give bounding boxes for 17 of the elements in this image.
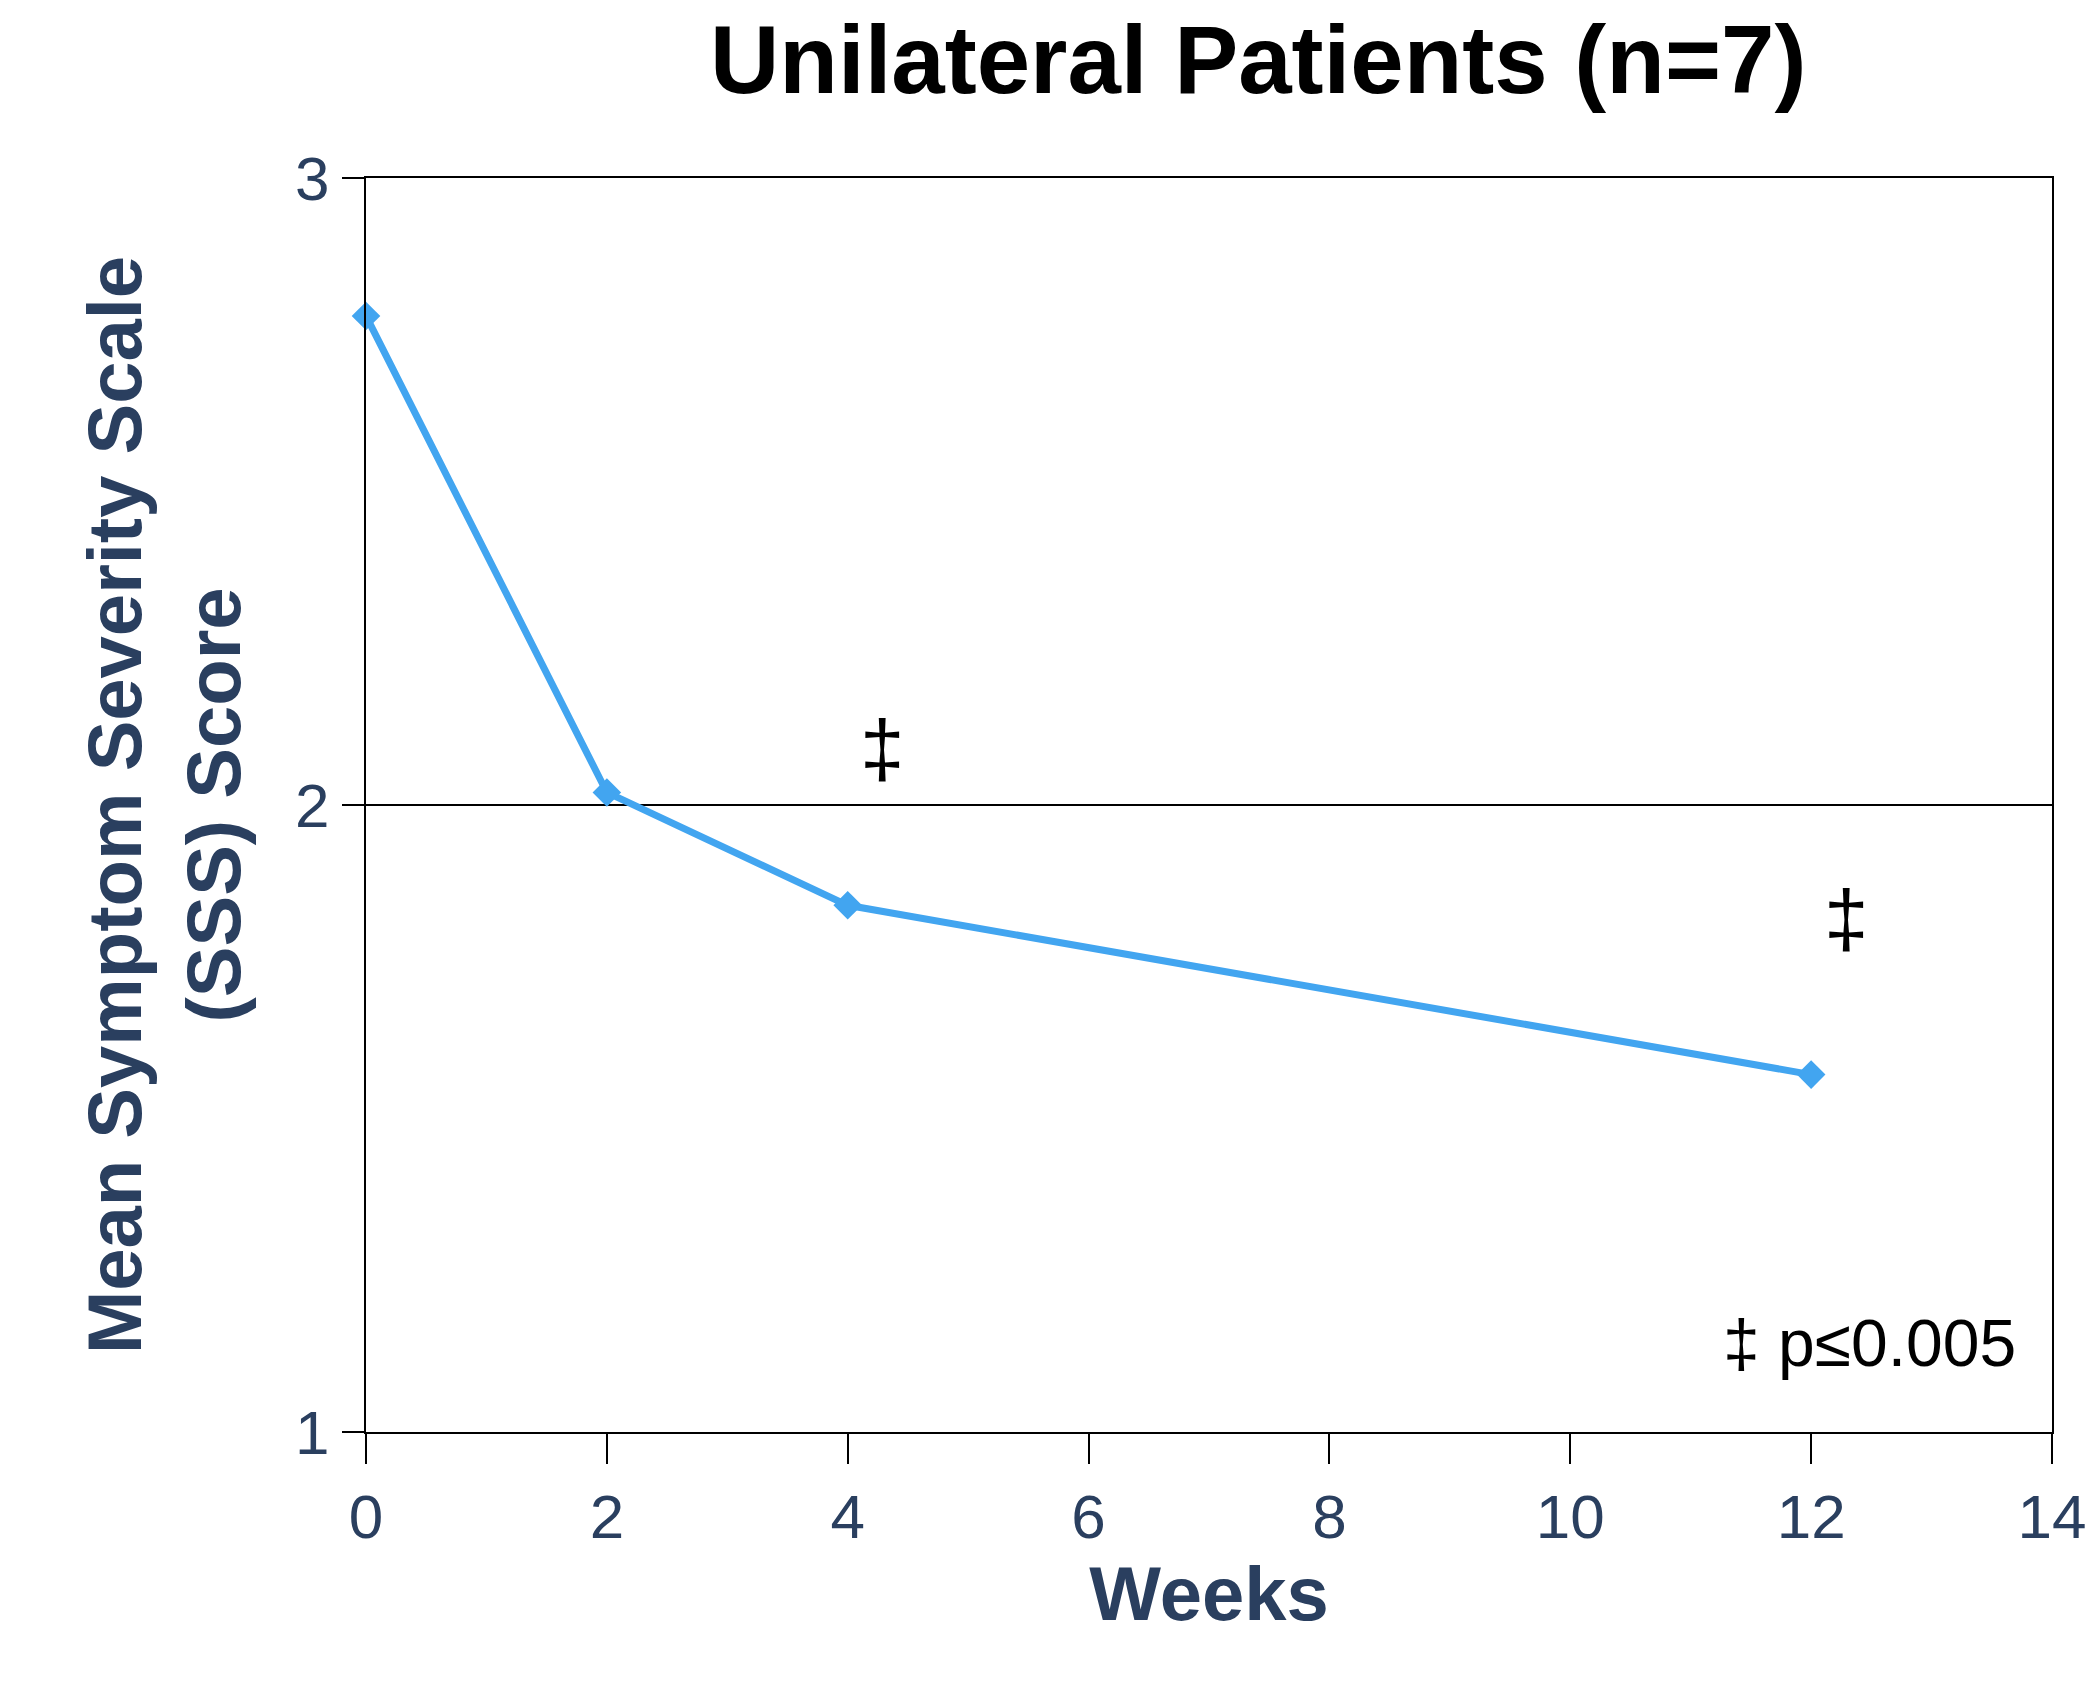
x-tick-label: 2 — [589, 1482, 625, 1552]
annotation: ‡ — [860, 704, 905, 793]
x-tick-label: 6 — [1071, 1482, 1106, 1552]
y-tick-label: 2 — [295, 770, 330, 840]
x-tick-label: 8 — [1312, 1482, 1347, 1552]
x-axis-title: Weeks — [1089, 1551, 1329, 1637]
y-tick-label: 1 — [295, 1397, 330, 1467]
y-axis-title: Mean Symptom Severity Scale (SSS) Score — [71, 255, 256, 1355]
x-tick-label: 10 — [1535, 1482, 1605, 1552]
annotation: ‡ — [1824, 874, 1869, 963]
annotation: ‡ p≤0.005 — [1723, 1306, 2017, 1380]
x-tick-label: 14 — [2017, 1482, 2087, 1552]
x-tick-label: 0 — [348, 1482, 384, 1552]
y-tick-label: 3 — [295, 143, 330, 213]
chart-title: Unilateral Patients (n=7) — [710, 5, 1807, 113]
x-tick-label: 4 — [830, 1482, 865, 1552]
x-tick-label: 12 — [1776, 1482, 1846, 1552]
